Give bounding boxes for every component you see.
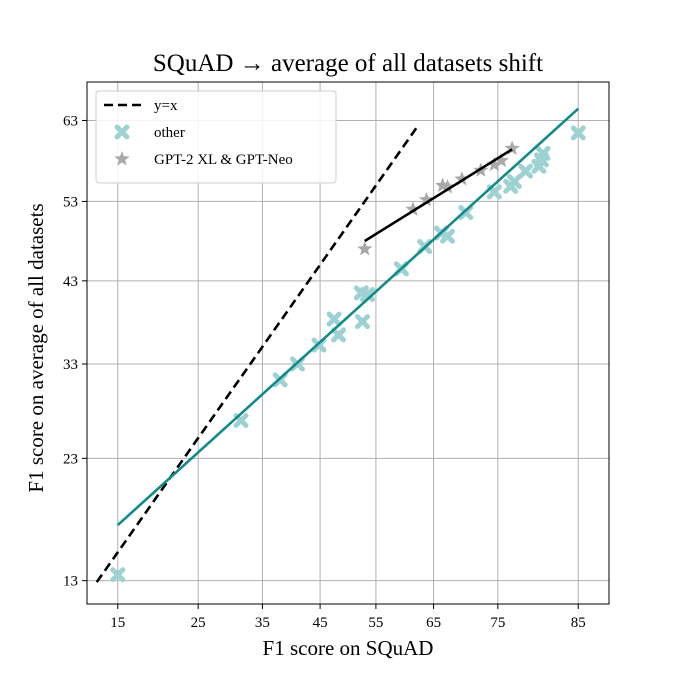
x-tick-label: 25 [191,615,206,631]
x-tick-label: 55 [368,615,383,631]
grid [87,82,609,604]
x-axis-label: F1 score on SQuAD [263,636,434,660]
other-point [440,228,456,244]
legend-label: y=x [154,98,178,114]
other-point [354,314,370,330]
other-point [326,311,342,327]
other-point [570,125,586,141]
plot-area [95,107,586,583]
other-point [110,567,126,583]
y-tick-label: 23 [63,451,78,467]
x-tick-label: 85 [571,615,586,631]
x-tick-label: 65 [426,615,441,631]
y-tick-label: 53 [63,194,78,210]
other-point [458,205,474,221]
y-tick-label: 13 [63,574,78,590]
axis-ticks: 15 25 35 45 55 65 75 85 13 23 33 43 53 63 [63,113,586,631]
other-point [506,174,522,190]
x-tick-label: 15 [110,615,125,631]
x-tick-label: 35 [255,615,270,631]
y-tick-label: 33 [63,357,78,373]
legend-label: other [154,125,185,141]
legend-box [95,90,337,184]
y-axis-label: F1 score on average of all datasets [24,203,48,492]
chart-title: SQuAD → average of all datasets shift [153,50,543,77]
gpt-point [454,171,470,186]
y=x-line [95,124,420,583]
legend-label: GPT-2 XL & GPT-Neo [154,152,293,168]
plot-frame [86,81,610,605]
other-point [518,163,534,179]
legend-swatch-other [114,124,130,140]
x-tick-label: 45 [313,615,328,631]
gpt-point [493,152,509,168]
gpt-point [405,201,421,216]
gpt-point [504,140,520,155]
gpt-point [357,240,373,256]
other-point [535,145,551,161]
gpt-point [418,191,435,207]
y-tick-label: 63 [63,113,78,129]
gpt-point [439,179,456,194]
gpt-point [486,156,502,172]
fit-gpt-line [364,148,513,243]
y-tick-label: 43 [63,274,78,290]
other-point [331,327,347,343]
fit-other-line [116,107,580,527]
x-tick-label: 75 [490,615,505,631]
legend-swatch-gpt [114,151,130,166]
legend: y=x other GPT-2 XL & GPT-Neo [95,90,337,184]
